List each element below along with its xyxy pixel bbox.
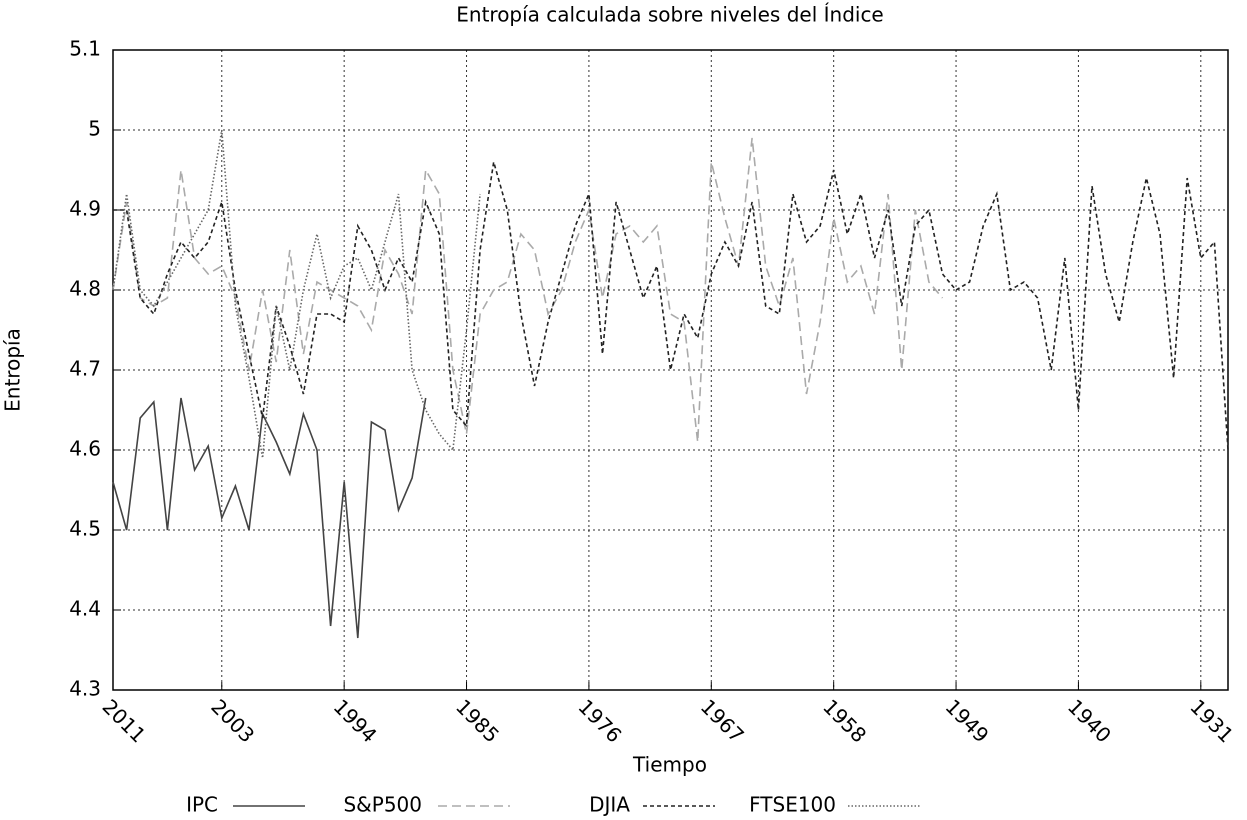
- y-tick-label: 5: [88, 117, 101, 141]
- legend-label: FTSE100: [749, 793, 836, 817]
- y-tick-label: 4.5: [69, 517, 101, 541]
- x-tick-label: 1967: [696, 694, 749, 747]
- x-tick-label: 1976: [573, 694, 626, 747]
- x-tick-label: 1949: [941, 694, 994, 747]
- legend-label: IPC: [186, 793, 218, 817]
- y-tick-label: 4.8: [69, 277, 101, 301]
- series-line: [112, 129, 481, 459]
- series-line: [113, 161, 1229, 451]
- legend-label: S&P500: [343, 793, 422, 817]
- x-tick-label: 1994: [329, 694, 382, 747]
- x-tick-label: 1940: [1063, 694, 1116, 747]
- x-tick-label: 2011: [98, 694, 151, 747]
- x-axis-label: Tiempo: [632, 753, 707, 777]
- series-line: [112, 137, 944, 443]
- x-tick-label: 1958: [818, 694, 871, 747]
- y-tick-label: 4.9: [69, 197, 101, 221]
- series-line: [112, 397, 427, 639]
- chart-title: Entropía calculada sobre niveles del Índ…: [456, 3, 884, 27]
- x-tick-label: 1931: [1185, 694, 1238, 747]
- x-tick-label: 2003: [206, 694, 259, 747]
- y-tick-label: 4.7: [69, 357, 101, 381]
- y-tick-label: 4.4: [69, 597, 101, 621]
- y-tick-label: 5.1: [69, 37, 101, 61]
- x-tick-label: 1985: [451, 694, 504, 747]
- plot-frame: [112, 49, 1229, 691]
- legend-label: DJIA: [589, 793, 630, 817]
- y-tick-label: 4.3: [69, 677, 101, 701]
- y-tick-label: 4.6: [69, 437, 101, 461]
- y-axis-label: Entropía: [1, 328, 25, 412]
